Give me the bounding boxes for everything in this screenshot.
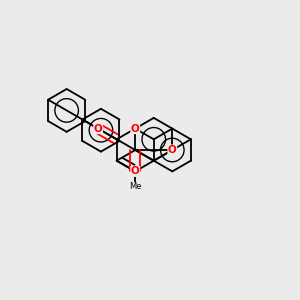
Text: O: O bbox=[131, 167, 140, 176]
Text: O: O bbox=[131, 124, 140, 134]
Text: O: O bbox=[168, 145, 177, 155]
Text: Me: Me bbox=[129, 182, 142, 191]
Text: O: O bbox=[94, 124, 103, 134]
